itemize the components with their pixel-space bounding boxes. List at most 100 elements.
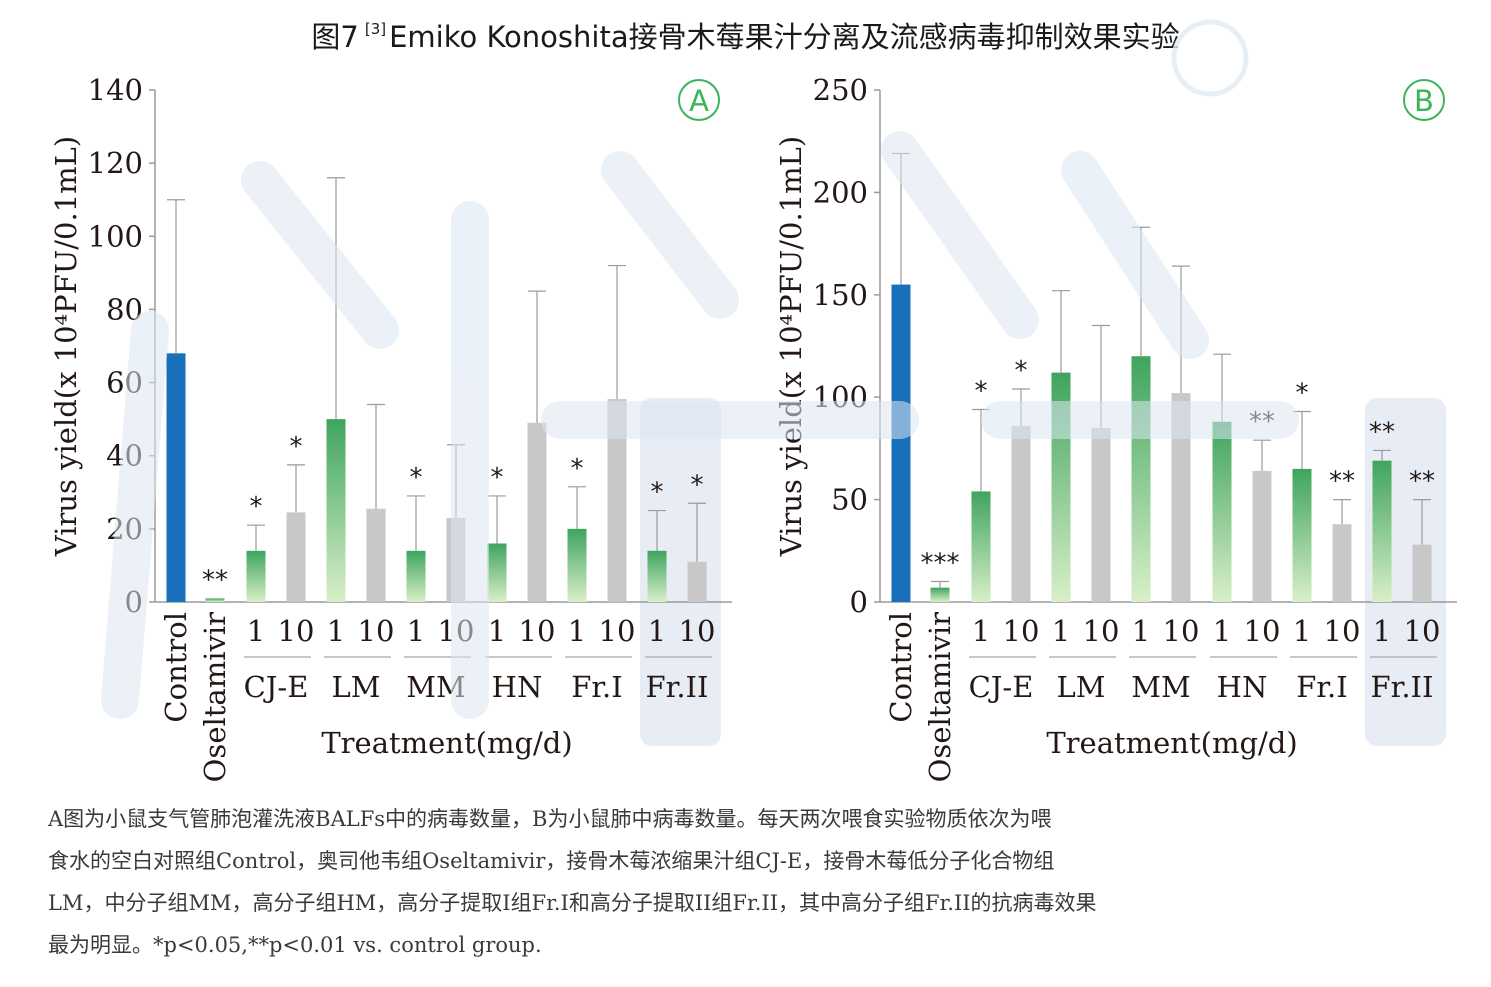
significance-mark: *: [571, 454, 584, 484]
y-tick-label: 250: [813, 73, 868, 107]
x-category-label: Control: [159, 612, 193, 723]
dose-label: 1: [1293, 614, 1311, 648]
bar: [647, 550, 667, 602]
bar: [1372, 460, 1392, 602]
y-tick-label: 0: [125, 585, 143, 619]
dose-label: 10: [1003, 614, 1040, 648]
caption-line: 食水的空白对照组Control，奥司他韦组Oseltamivir，接骨木莓浓缩果…: [48, 849, 1055, 873]
bar: [971, 491, 991, 602]
bar: [891, 284, 911, 602]
significance-mark: *: [691, 470, 704, 500]
significance-mark: ***: [921, 549, 960, 579]
caption-line: A图为小鼠支气管肺泡灌洗液BALFs中的病毒数量，B为小鼠肺中病毒数量。每天两次…: [48, 807, 1052, 831]
dose-label: 1: [1052, 614, 1070, 648]
panel-letter: B: [1414, 84, 1434, 118]
bar: [1332, 524, 1352, 602]
bar: [1292, 468, 1312, 602]
dose-label: 10: [1404, 614, 1441, 648]
panel-letter-circle: [678, 79, 720, 121]
dose-label: 1: [247, 614, 265, 648]
significance-mark: *: [491, 463, 504, 493]
significance-mark: *: [975, 376, 988, 406]
y-tick-label: 100: [813, 380, 868, 414]
y-axis-label: Virus yield(x 10⁴PFU/0.1mL): [774, 136, 808, 557]
x-axis-label: Treatment(mg/d): [1046, 726, 1297, 760]
group-label: Fr.I: [571, 670, 622, 704]
bar: [406, 550, 426, 602]
group-label: HN: [1217, 670, 1268, 704]
bar: [487, 543, 507, 602]
significance-mark: *: [290, 432, 303, 462]
dose-label: 10: [278, 614, 315, 648]
dose-label: 10: [679, 614, 716, 648]
significance-mark: *: [1296, 379, 1309, 409]
bar: [1212, 421, 1232, 602]
dose-label: 10: [519, 614, 556, 648]
significance-mark: *: [250, 492, 263, 522]
caption-line: LM，中分子组MM，高分子组HM，高分子提取I组Fr.I和高分子提取II组Fr.…: [48, 891, 1097, 915]
significance-mark: **: [202, 565, 228, 595]
y-tick-label: 40: [106, 439, 143, 473]
group-label: LM: [1057, 670, 1106, 704]
y-tick-label: 200: [813, 175, 868, 209]
group-label: Fr.II: [646, 670, 709, 704]
bar: [366, 508, 386, 602]
dose-label: 1: [327, 614, 345, 648]
x-axis-label: Treatment(mg/d): [321, 726, 572, 760]
dose-label: 1: [972, 614, 990, 648]
bar: [567, 528, 587, 602]
bar: [446, 517, 466, 602]
y-tick-label: 140: [88, 73, 143, 107]
dose-label: 1: [648, 614, 666, 648]
group-label: MM: [406, 670, 465, 704]
significance-mark: *: [1015, 356, 1028, 386]
bar: [1091, 427, 1111, 602]
group-label: MM: [1131, 670, 1190, 704]
bar: [166, 353, 186, 602]
reference-marker: [3]: [364, 20, 387, 38]
dose-label: 1: [1373, 614, 1391, 648]
panel-letter: A: [689, 84, 709, 118]
group-label: Fr.II: [1371, 670, 1434, 704]
bar: [1252, 470, 1272, 602]
dose-label: 10: [1163, 614, 1200, 648]
bar: [1011, 425, 1031, 602]
x-category-label: Oseltamivir: [198, 612, 232, 782]
bar: [687, 561, 707, 602]
bar: [1171, 393, 1191, 602]
group-label: Fr.I: [1296, 670, 1347, 704]
figure-title: 图7 [3] Emiko Konoshita接骨木莓果汁分离及流感病毒抑制效果实验: [0, 14, 1491, 56]
significance-mark: *: [410, 463, 423, 493]
dose-label: 1: [568, 614, 586, 648]
significance-mark: **: [1369, 417, 1395, 447]
dose-label: 10: [1324, 614, 1361, 648]
y-tick-label: 120: [88, 146, 143, 180]
panel-letter-circle: [1403, 79, 1445, 121]
dose-label: 10: [1083, 614, 1120, 648]
dose-label: 1: [1132, 614, 1150, 648]
x-category-label: Control: [884, 612, 918, 723]
y-axis-label: Virus yield(x 10⁴PFU/0.1mL): [49, 136, 83, 557]
figure-number: 图7: [311, 20, 359, 54]
bar: [326, 419, 346, 602]
y-tick-label: 100: [88, 219, 143, 253]
significance-mark: *: [651, 478, 664, 508]
bar: [286, 512, 306, 602]
dose-label: 10: [599, 614, 636, 648]
y-tick-label: 150: [813, 278, 868, 312]
figure-title-text: Emiko Konoshita接骨木莓果汁分离及流感病毒抑制效果实验: [389, 20, 1180, 54]
figure-caption: A图为小鼠支气管肺泡灌洗液BALFs中的病毒数量，B为小鼠肺中病毒数量。每天两次…: [48, 798, 1448, 966]
bar: [1131, 356, 1151, 602]
dose-label: 10: [1244, 614, 1281, 648]
highlight-region: [640, 398, 721, 746]
bar: [527, 422, 547, 602]
bar: [205, 598, 225, 602]
dose-label: 1: [407, 614, 425, 648]
y-tick-label: 60: [106, 366, 143, 400]
significance-mark: **: [1249, 407, 1275, 437]
significance-mark: **: [1409, 467, 1435, 497]
y-tick-label: 0: [850, 585, 868, 619]
bar: [1051, 372, 1071, 602]
bar: [246, 550, 266, 602]
